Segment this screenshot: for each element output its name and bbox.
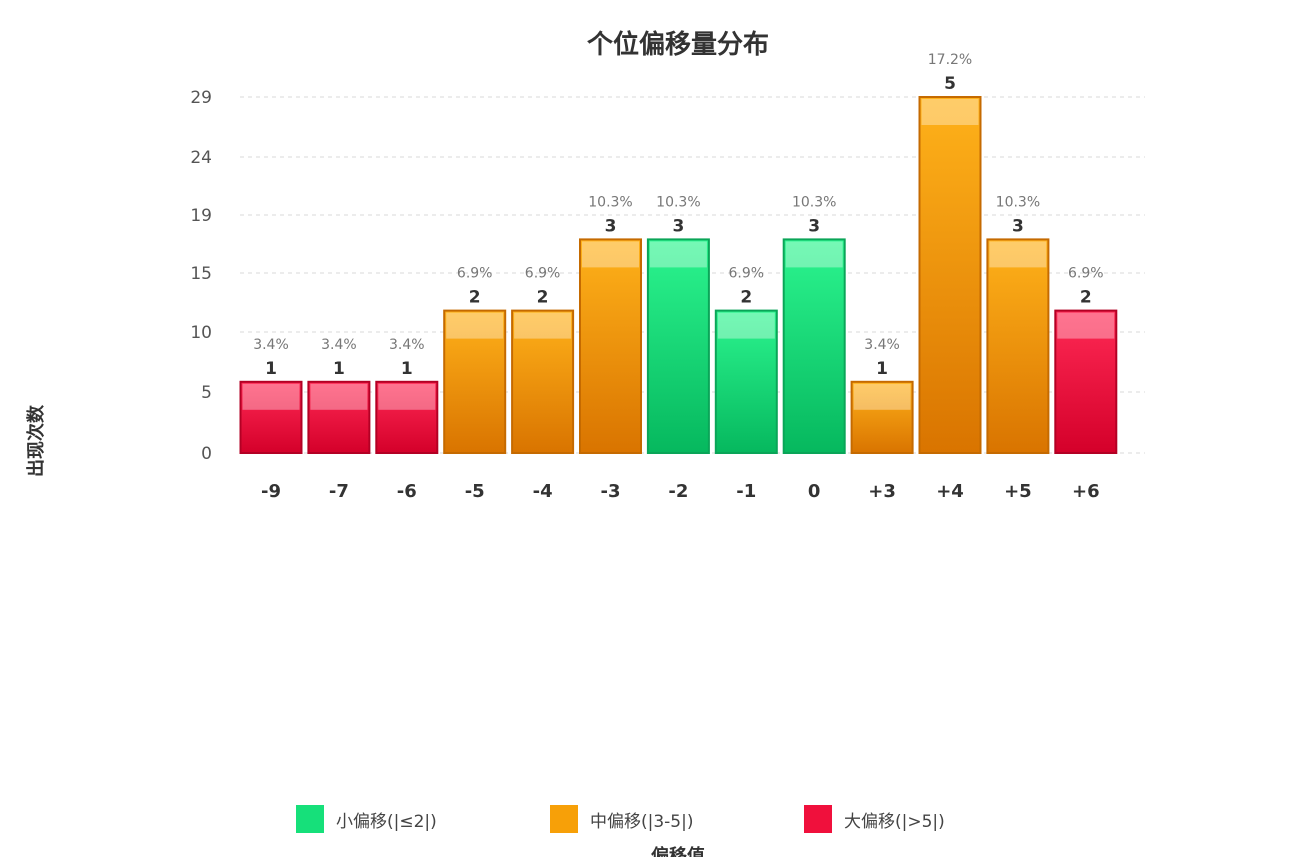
bar-percent-label: 6.9% <box>525 266 561 282</box>
bar-count-label: 1 <box>333 359 345 379</box>
legend: 小偏移(|≤2|) 中偏移(|3-5|) 大偏移(|>5|) <box>296 805 945 833</box>
y-tick-label: 15 <box>190 264 212 284</box>
bar[interactable] <box>239 380 303 454</box>
y-tick-label: 10 <box>190 323 212 343</box>
bar-highlight <box>582 241 639 268</box>
y-axis-label: 出现次数 <box>25 404 47 477</box>
x-tick-label: -3 <box>601 481 621 502</box>
bar[interactable] <box>918 96 982 454</box>
x-tick-label: +3 <box>868 481 896 502</box>
bar[interactable] <box>782 238 846 454</box>
x-tick-label: +6 <box>1072 481 1100 502</box>
y-tick-label: 0 <box>201 444 212 464</box>
bar-count-label: 1 <box>401 359 413 379</box>
bar-percent-label: 6.9% <box>457 266 493 282</box>
bar-highlight <box>310 383 368 410</box>
bar[interactable] <box>1054 309 1118 454</box>
bar-percent-label: 10.3% <box>588 194 632 210</box>
bar-highlight <box>446 312 504 339</box>
x-tick-label: -5 <box>465 481 485 502</box>
bar-percent-label: 3.4% <box>253 337 289 353</box>
bar-count-label: 5 <box>944 74 956 94</box>
bar-percent-label: 6.9% <box>729 266 765 282</box>
x-tick-label: -2 <box>668 481 688 502</box>
bar[interactable] <box>850 380 914 454</box>
bar-percent-label: 10.3% <box>996 194 1040 210</box>
bar-percent-label: 3.4% <box>389 337 425 353</box>
x-tick-label: -9 <box>261 481 281 502</box>
bar-highlight <box>514 312 572 339</box>
x-tick-label: -7 <box>329 481 349 502</box>
bar[interactable] <box>646 238 710 454</box>
x-tick-label: -6 <box>397 481 417 502</box>
bar-count-label: 2 <box>1080 288 1092 308</box>
bar-percent-label: 10.3% <box>792 194 836 210</box>
bar-highlight <box>989 241 1047 268</box>
bar[interactable] <box>443 309 507 454</box>
x-tick-label: +5 <box>1004 481 1032 502</box>
bar-count-label: 2 <box>469 288 481 308</box>
bar[interactable] <box>714 309 778 454</box>
bar-count-label: 3 <box>808 216 820 236</box>
bar-count-label: 3 <box>1012 216 1024 236</box>
y-tick-label: 5 <box>201 383 212 403</box>
bar[interactable] <box>307 380 371 454</box>
bar-count-label: 3 <box>672 216 684 236</box>
chart-title: 个位偏移量分布 <box>587 29 769 60</box>
bar[interactable] <box>579 238 642 454</box>
y-tick-label: 24 <box>190 148 212 168</box>
bar-highlight <box>853 383 911 410</box>
bar[interactable] <box>375 380 439 454</box>
bar-highlight <box>1057 312 1115 339</box>
bar-highlight <box>242 383 300 410</box>
y-tick-label: 19 <box>190 206 212 226</box>
x-tick-label: +4 <box>936 481 964 502</box>
legend-label-medium[interactable]: 中偏移(|3-5|) <box>590 812 694 832</box>
bar-layer <box>239 96 1118 454</box>
bar-percent-label: 6.9% <box>1068 266 1104 282</box>
x-tick-label: -4 <box>533 481 553 502</box>
bar-count-label: 3 <box>605 216 617 236</box>
bar[interactable] <box>986 238 1050 454</box>
bar-highlight <box>921 99 979 125</box>
x-tick-label: 0 <box>808 481 821 502</box>
bar-highlight <box>378 383 436 410</box>
bar[interactable] <box>511 309 575 454</box>
bar-percent-label: 3.4% <box>321 337 357 353</box>
bar-count-label: 1 <box>876 359 888 379</box>
y-tick-label: 29 <box>190 88 212 108</box>
legend-label-large[interactable]: 大偏移(|>5|) <box>844 812 945 832</box>
bar-count-label: 2 <box>740 288 752 308</box>
bar-percent-label: 3.4% <box>864 337 900 353</box>
bar-highlight <box>649 241 707 268</box>
legend-swatch-large[interactable] <box>804 805 832 833</box>
legend-swatch-small[interactable] <box>296 805 324 833</box>
legend-swatch-medium[interactable] <box>550 805 578 833</box>
x-tick-label: -1 <box>736 481 756 502</box>
bar-percent-label: 17.2% <box>928 52 972 68</box>
bar-count-label: 1 <box>265 359 277 379</box>
label-layer: 05101519242913.4%-913.4%-713.4%-626.9%-5… <box>190 52 1103 502</box>
legend-label-small[interactable]: 小偏移(|≤2|) <box>336 812 437 832</box>
bar-highlight <box>785 241 843 268</box>
bar-count-label: 2 <box>537 288 549 308</box>
x-axis-label: 偏移值 <box>651 845 705 857</box>
bar-highlight <box>717 312 775 339</box>
bar-percent-label: 10.3% <box>656 194 700 210</box>
